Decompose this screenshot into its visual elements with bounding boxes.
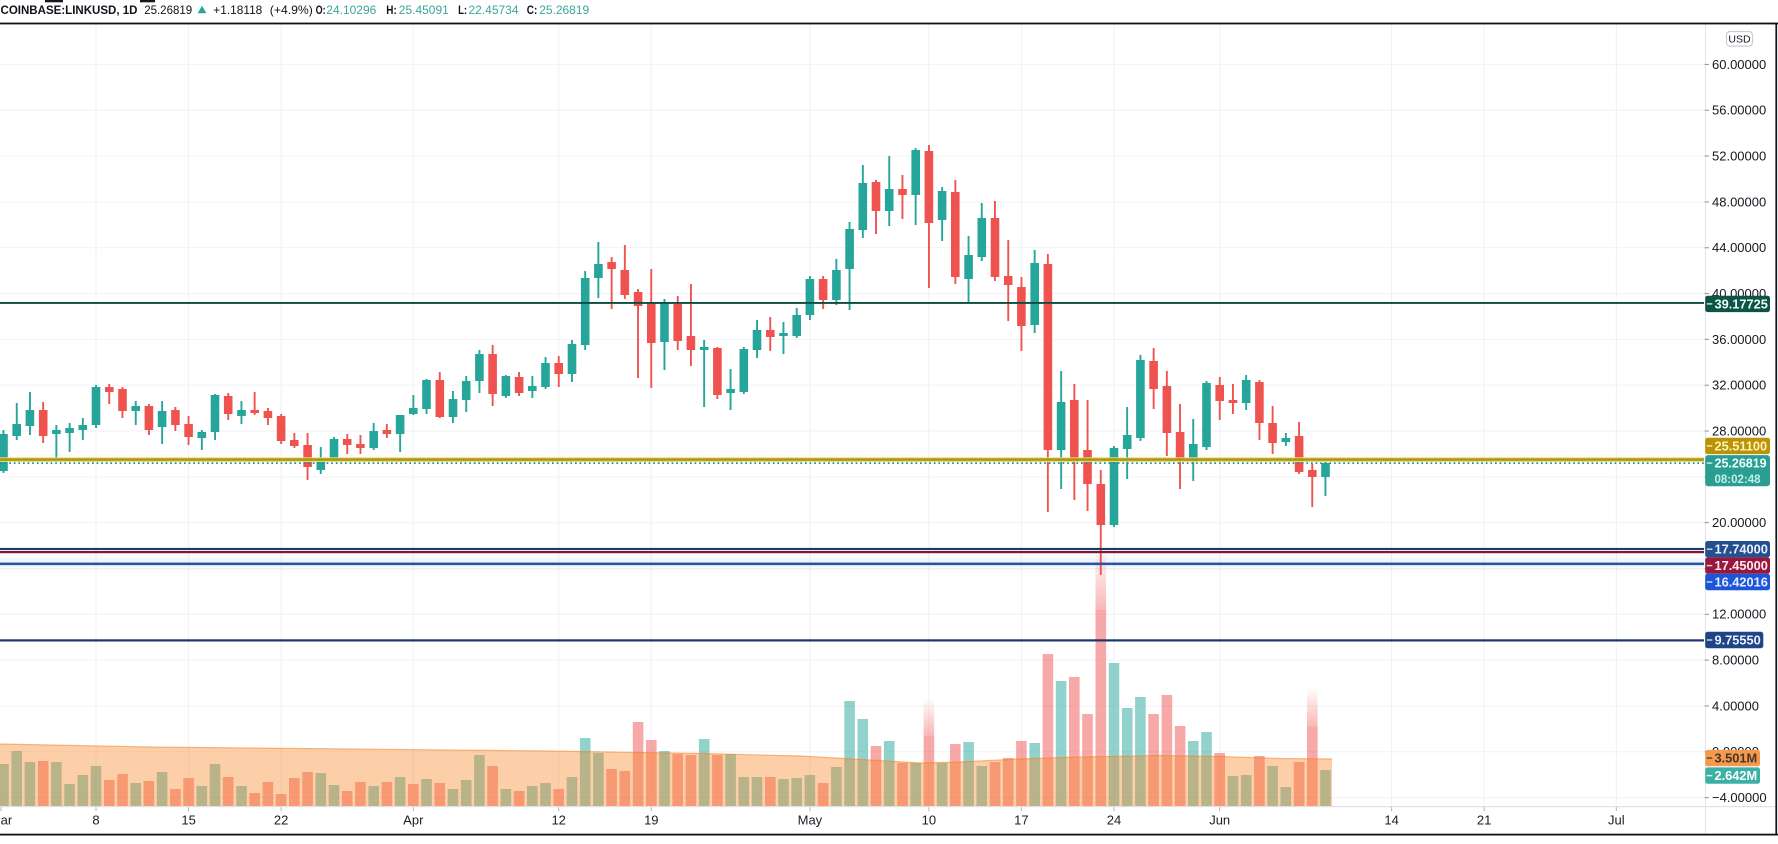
svg-text:+1.18118: +1.18118 — [213, 3, 262, 17]
svg-text:May: May — [798, 813, 823, 828]
svg-text:17: 17 — [1014, 813, 1028, 828]
svg-text:H:: H: — [386, 3, 397, 17]
svg-text:14: 14 — [1384, 813, 1398, 828]
svg-text:28.00000: 28.00000 — [1712, 423, 1766, 438]
svg-text:32.00000: 32.00000 — [1712, 378, 1766, 393]
svg-text:39.17725: 39.17725 — [1715, 296, 1768, 311]
svg-text:8: 8 — [92, 813, 99, 828]
svg-text:48.00000: 48.00000 — [1712, 194, 1766, 209]
svg-text:08:02:48: 08:02:48 — [1715, 474, 1762, 486]
svg-text:17.74000: 17.74000 — [1715, 542, 1768, 557]
svg-text:36.00000: 36.00000 — [1712, 332, 1766, 347]
svg-text:3.501M: 3.501M — [1715, 751, 1758, 766]
svg-text:20.00000: 20.00000 — [1712, 515, 1766, 530]
svg-text:12: 12 — [551, 813, 565, 828]
svg-text:L:: L: — [458, 3, 467, 17]
svg-text:52.00000: 52.00000 — [1712, 149, 1766, 164]
svg-text:Jun: Jun — [1209, 813, 1230, 828]
svg-text:C:: C: — [527, 3, 538, 17]
svg-text:USD: USD — [1728, 34, 1751, 46]
svg-text:22: 22 — [274, 813, 288, 828]
svg-text:24: 24 — [1107, 813, 1121, 828]
svg-text:Jul: Jul — [1608, 813, 1625, 828]
svg-text:44.00000: 44.00000 — [1712, 240, 1766, 255]
svg-text:9.75550: 9.75550 — [1715, 632, 1761, 647]
svg-text:25.26819: 25.26819 — [144, 3, 192, 17]
svg-text:COINBASE:LINKUSD, 1D: COINBASE:LINKUSD, 1D — [1, 3, 138, 17]
svg-text:19: 19 — [644, 813, 658, 828]
svg-text:15: 15 — [181, 813, 195, 828]
svg-text:O:: O: — [316, 3, 326, 17]
svg-text:25.51100: 25.51100 — [1715, 438, 1768, 453]
svg-text:25.45091: 25.45091 — [399, 3, 449, 17]
svg-text:−4.00000: −4.00000 — [1712, 790, 1767, 805]
svg-text:10: 10 — [922, 813, 936, 828]
svg-text:25.26819: 25.26819 — [1715, 457, 1767, 471]
svg-text:Apr: Apr — [403, 813, 424, 828]
svg-text:60.00000: 60.00000 — [1712, 57, 1766, 72]
svg-text:25.26819: 25.26819 — [539, 3, 589, 17]
svg-text:16.42016: 16.42016 — [1715, 574, 1768, 589]
svg-text:4.00000: 4.00000 — [1712, 698, 1759, 713]
svg-text:56.00000: 56.00000 — [1712, 103, 1766, 118]
svg-text:22.45734: 22.45734 — [469, 3, 519, 17]
svg-text:(+4.9%): (+4.9%) — [270, 3, 313, 17]
svg-text:8.00000: 8.00000 — [1712, 653, 1759, 668]
svg-text:17.45000: 17.45000 — [1715, 558, 1768, 573]
svg-text:21: 21 — [1477, 813, 1491, 828]
svg-text:24.10296: 24.10296 — [326, 3, 376, 17]
svg-text:Mar: Mar — [0, 813, 13, 828]
svg-text:2.642M: 2.642M — [1715, 768, 1758, 783]
svg-text:12.00000: 12.00000 — [1712, 607, 1766, 622]
